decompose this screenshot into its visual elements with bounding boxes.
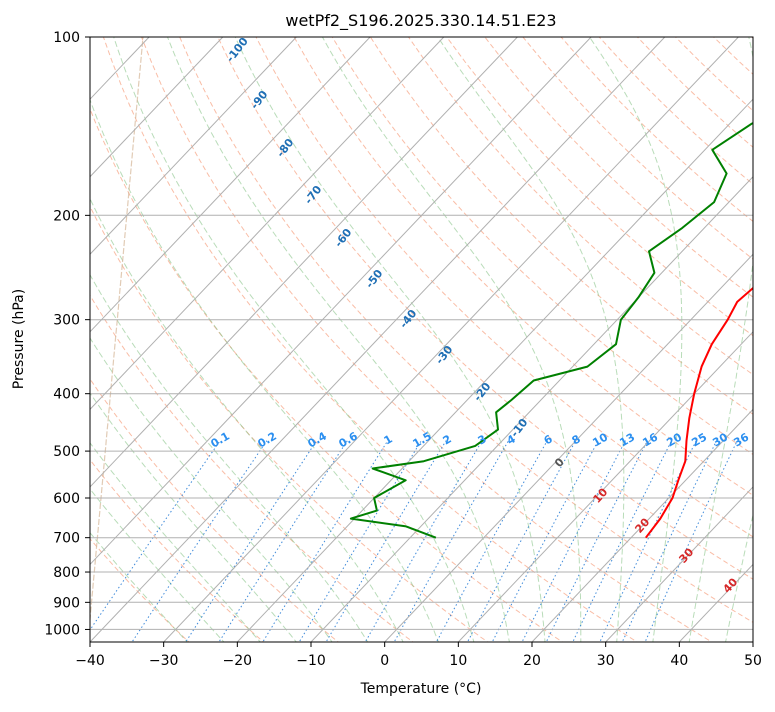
x-tick-label: −40 bbox=[75, 653, 105, 669]
y-tick-label: 100 bbox=[53, 30, 80, 46]
y-tick-label: 400 bbox=[53, 387, 80, 403]
x-axis-label: Temperature (°C) bbox=[360, 681, 482, 697]
x-tick-label: −10 bbox=[296, 653, 326, 669]
x-tick-label: 0 bbox=[380, 653, 389, 669]
x-tick-label: 10 bbox=[449, 653, 467, 669]
y-tick-label: 200 bbox=[53, 208, 80, 224]
y-tick-label: 800 bbox=[53, 565, 80, 581]
y-tick-label: 500 bbox=[53, 444, 80, 460]
chart-title: wetPf2_S196.2025.330.14.51.E23 bbox=[285, 11, 556, 31]
x-tick-label: 30 bbox=[597, 653, 615, 669]
x-tick-label: −20 bbox=[223, 653, 253, 669]
x-tick-label: 50 bbox=[744, 653, 762, 669]
y-tick-label: 300 bbox=[53, 313, 80, 329]
x-tick-label: 20 bbox=[523, 653, 541, 669]
y-axis-label: Pressure (hPa) bbox=[11, 289, 27, 389]
x-tick-label: 40 bbox=[670, 653, 688, 669]
y-tick-label: 700 bbox=[53, 531, 80, 547]
y-tick-label: 600 bbox=[53, 491, 80, 507]
x-tick-label: −30 bbox=[149, 653, 179, 669]
y-tick-label: 1000 bbox=[44, 622, 80, 638]
y-tick-label: 900 bbox=[53, 595, 80, 611]
